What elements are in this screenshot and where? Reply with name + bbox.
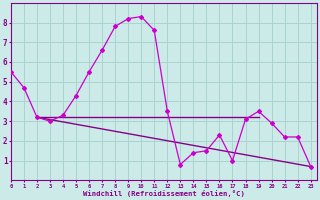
X-axis label: Windchill (Refroidissement éolien,°C): Windchill (Refroidissement éolien,°C) (83, 190, 245, 197)
